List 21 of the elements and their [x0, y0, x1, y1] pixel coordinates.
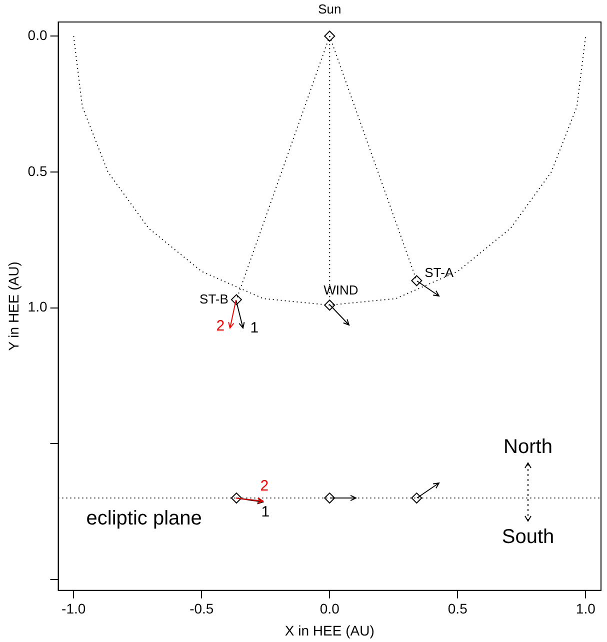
- x-tick-label: 0.5: [448, 600, 468, 617]
- annotation: WIND: [324, 282, 358, 298]
- annotation: North: [504, 436, 552, 458]
- y-tick-label: 0.5: [28, 162, 48, 179]
- ref-line-label: ecliptic plane: [86, 508, 202, 530]
- annotation: 2: [260, 478, 269, 495]
- annotation: 2: [216, 317, 225, 334]
- x-tick-label: -0.5: [190, 600, 214, 617]
- annotation: South: [502, 526, 554, 548]
- annotation: 1: [261, 504, 270, 521]
- y-axis-title: Y in HEE (AU): [5, 262, 22, 351]
- annotation: 1: [250, 319, 259, 336]
- y-tick-label: 0.0: [28, 26, 48, 43]
- annotation: Sun: [318, 2, 342, 17]
- x-tick-label: -1.0: [62, 600, 86, 617]
- annotation: ST-A: [424, 265, 454, 280]
- x-axis-title: X in HEE (AU): [284, 622, 374, 638]
- x-tick-label: 1.0: [576, 600, 596, 617]
- y-tick-label: 1.0: [28, 298, 48, 315]
- x-tick-label: 0.0: [320, 600, 340, 617]
- annotation: ST-B: [200, 291, 228, 306]
